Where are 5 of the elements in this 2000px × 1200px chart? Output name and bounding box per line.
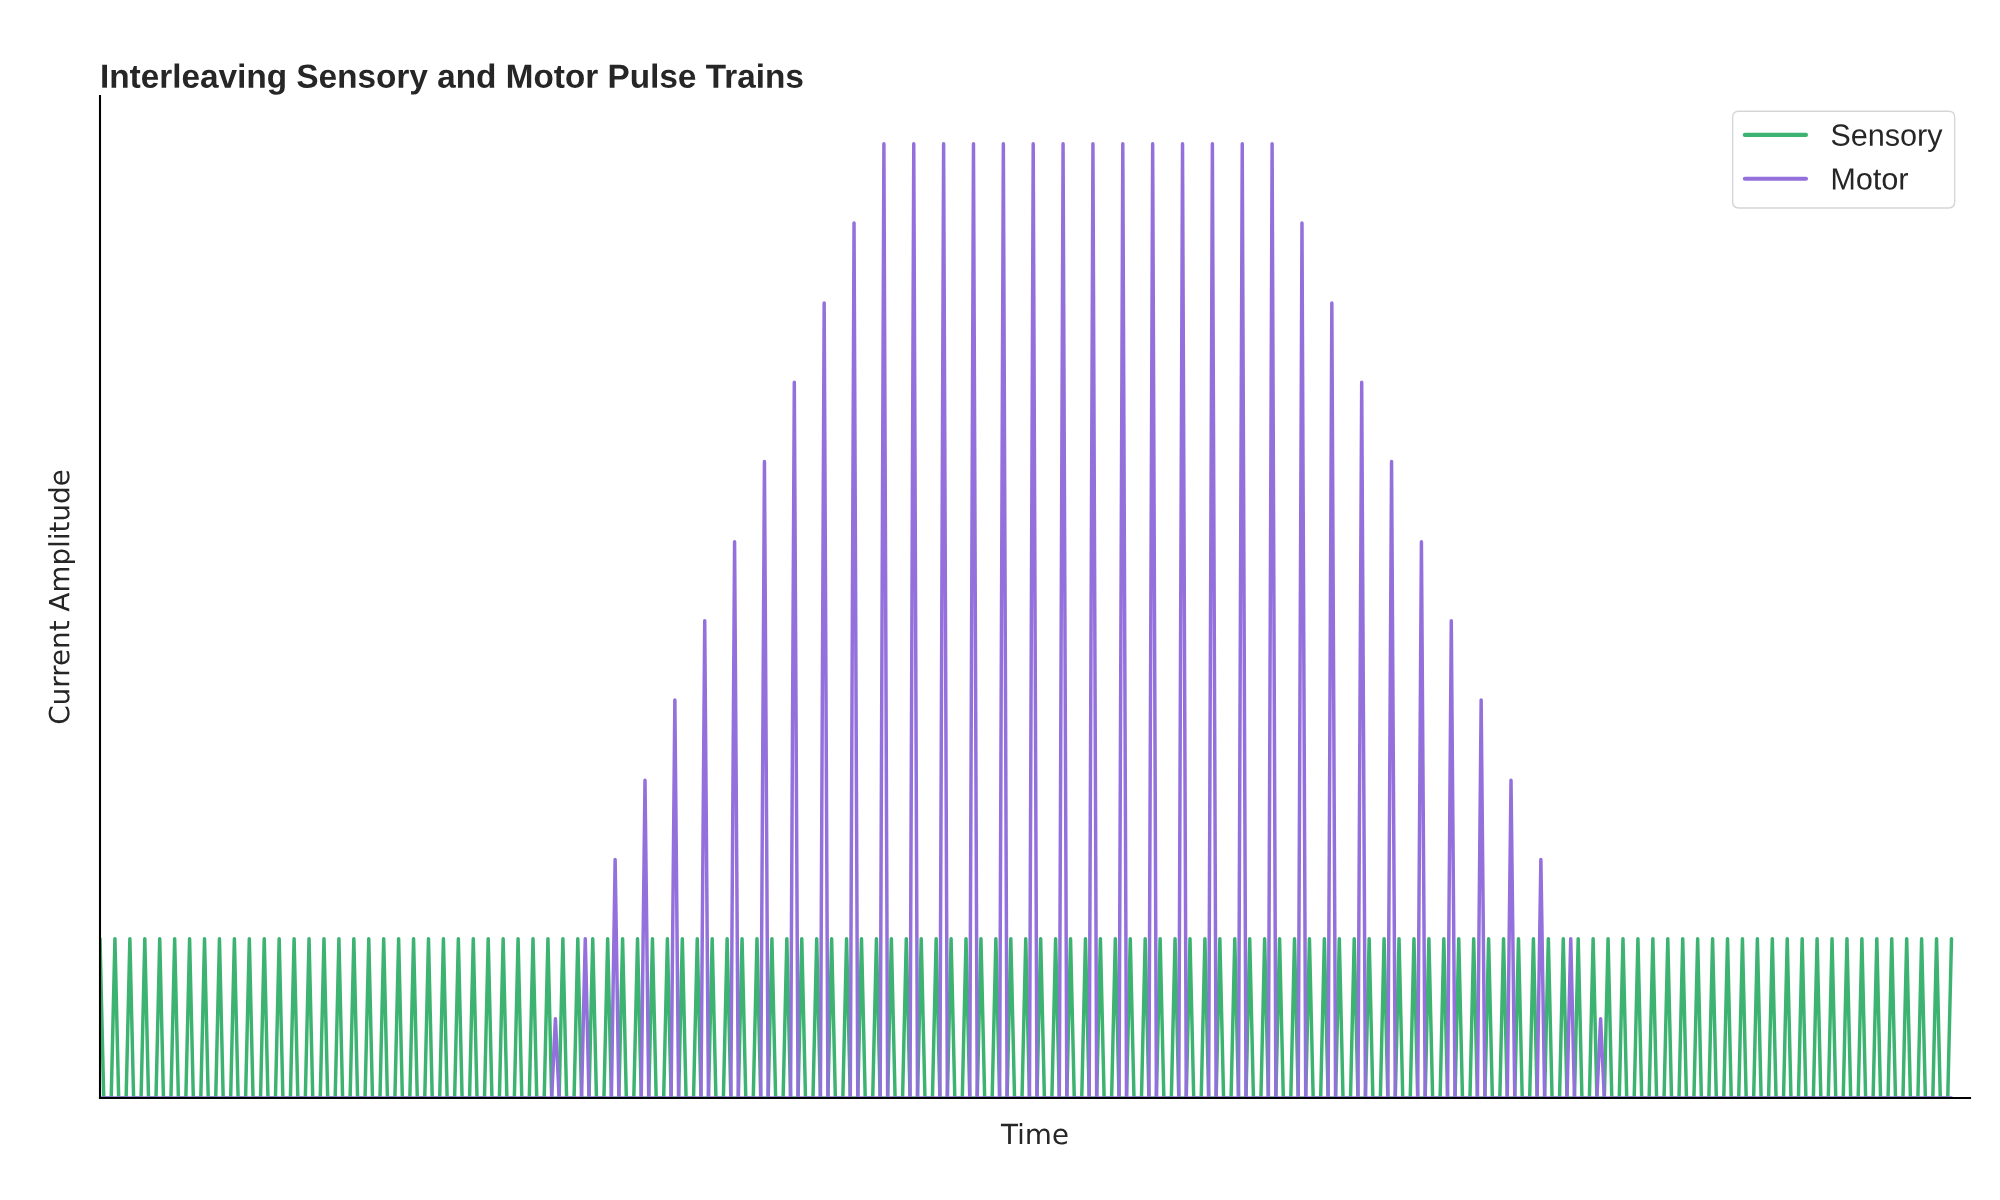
legend-label: Sensory bbox=[1831, 124, 1943, 152]
chart-title: Interleaving Sensory and Motor Pulse Trains bbox=[102, 63, 803, 95]
y-axis-title: Current Amplitude bbox=[48, 470, 75, 724]
x-axis-title: Time bbox=[1000, 1123, 1068, 1145]
legend-label: Motor bbox=[1832, 168, 1909, 190]
